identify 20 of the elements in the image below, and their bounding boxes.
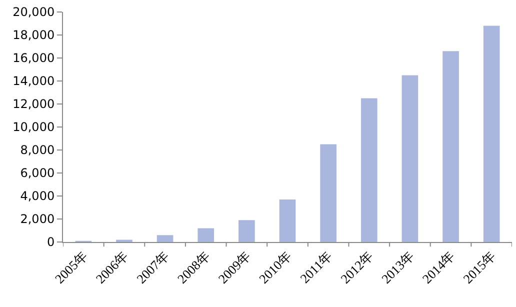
y-tick-label: 18,000: [12, 28, 55, 42]
y-tick-label: 16,000: [12, 51, 55, 66]
y-tick-label: 20,000: [12, 5, 55, 20]
y-tick-label: 10,000: [12, 120, 55, 134]
y-tick-label: 8,000: [20, 143, 55, 158]
bar: [238, 220, 255, 242]
bar: [198, 228, 214, 242]
y-tick-label: 6,000: [20, 166, 55, 180]
bar: [156, 235, 174, 242]
y-tick-label: 0: [46, 235, 55, 250]
y-tick-label: 14,000: [12, 74, 55, 88]
bar: [483, 26, 500, 242]
bar: [360, 98, 378, 242]
y-tick-label: 4,000: [20, 189, 55, 204]
bar: [442, 51, 459, 242]
y-tick-label: 2,000: [20, 212, 55, 226]
bar: [279, 199, 296, 242]
bar: [402, 75, 418, 242]
y-tick-label: 12,000: [12, 97, 55, 112]
bar: [320, 144, 336, 242]
